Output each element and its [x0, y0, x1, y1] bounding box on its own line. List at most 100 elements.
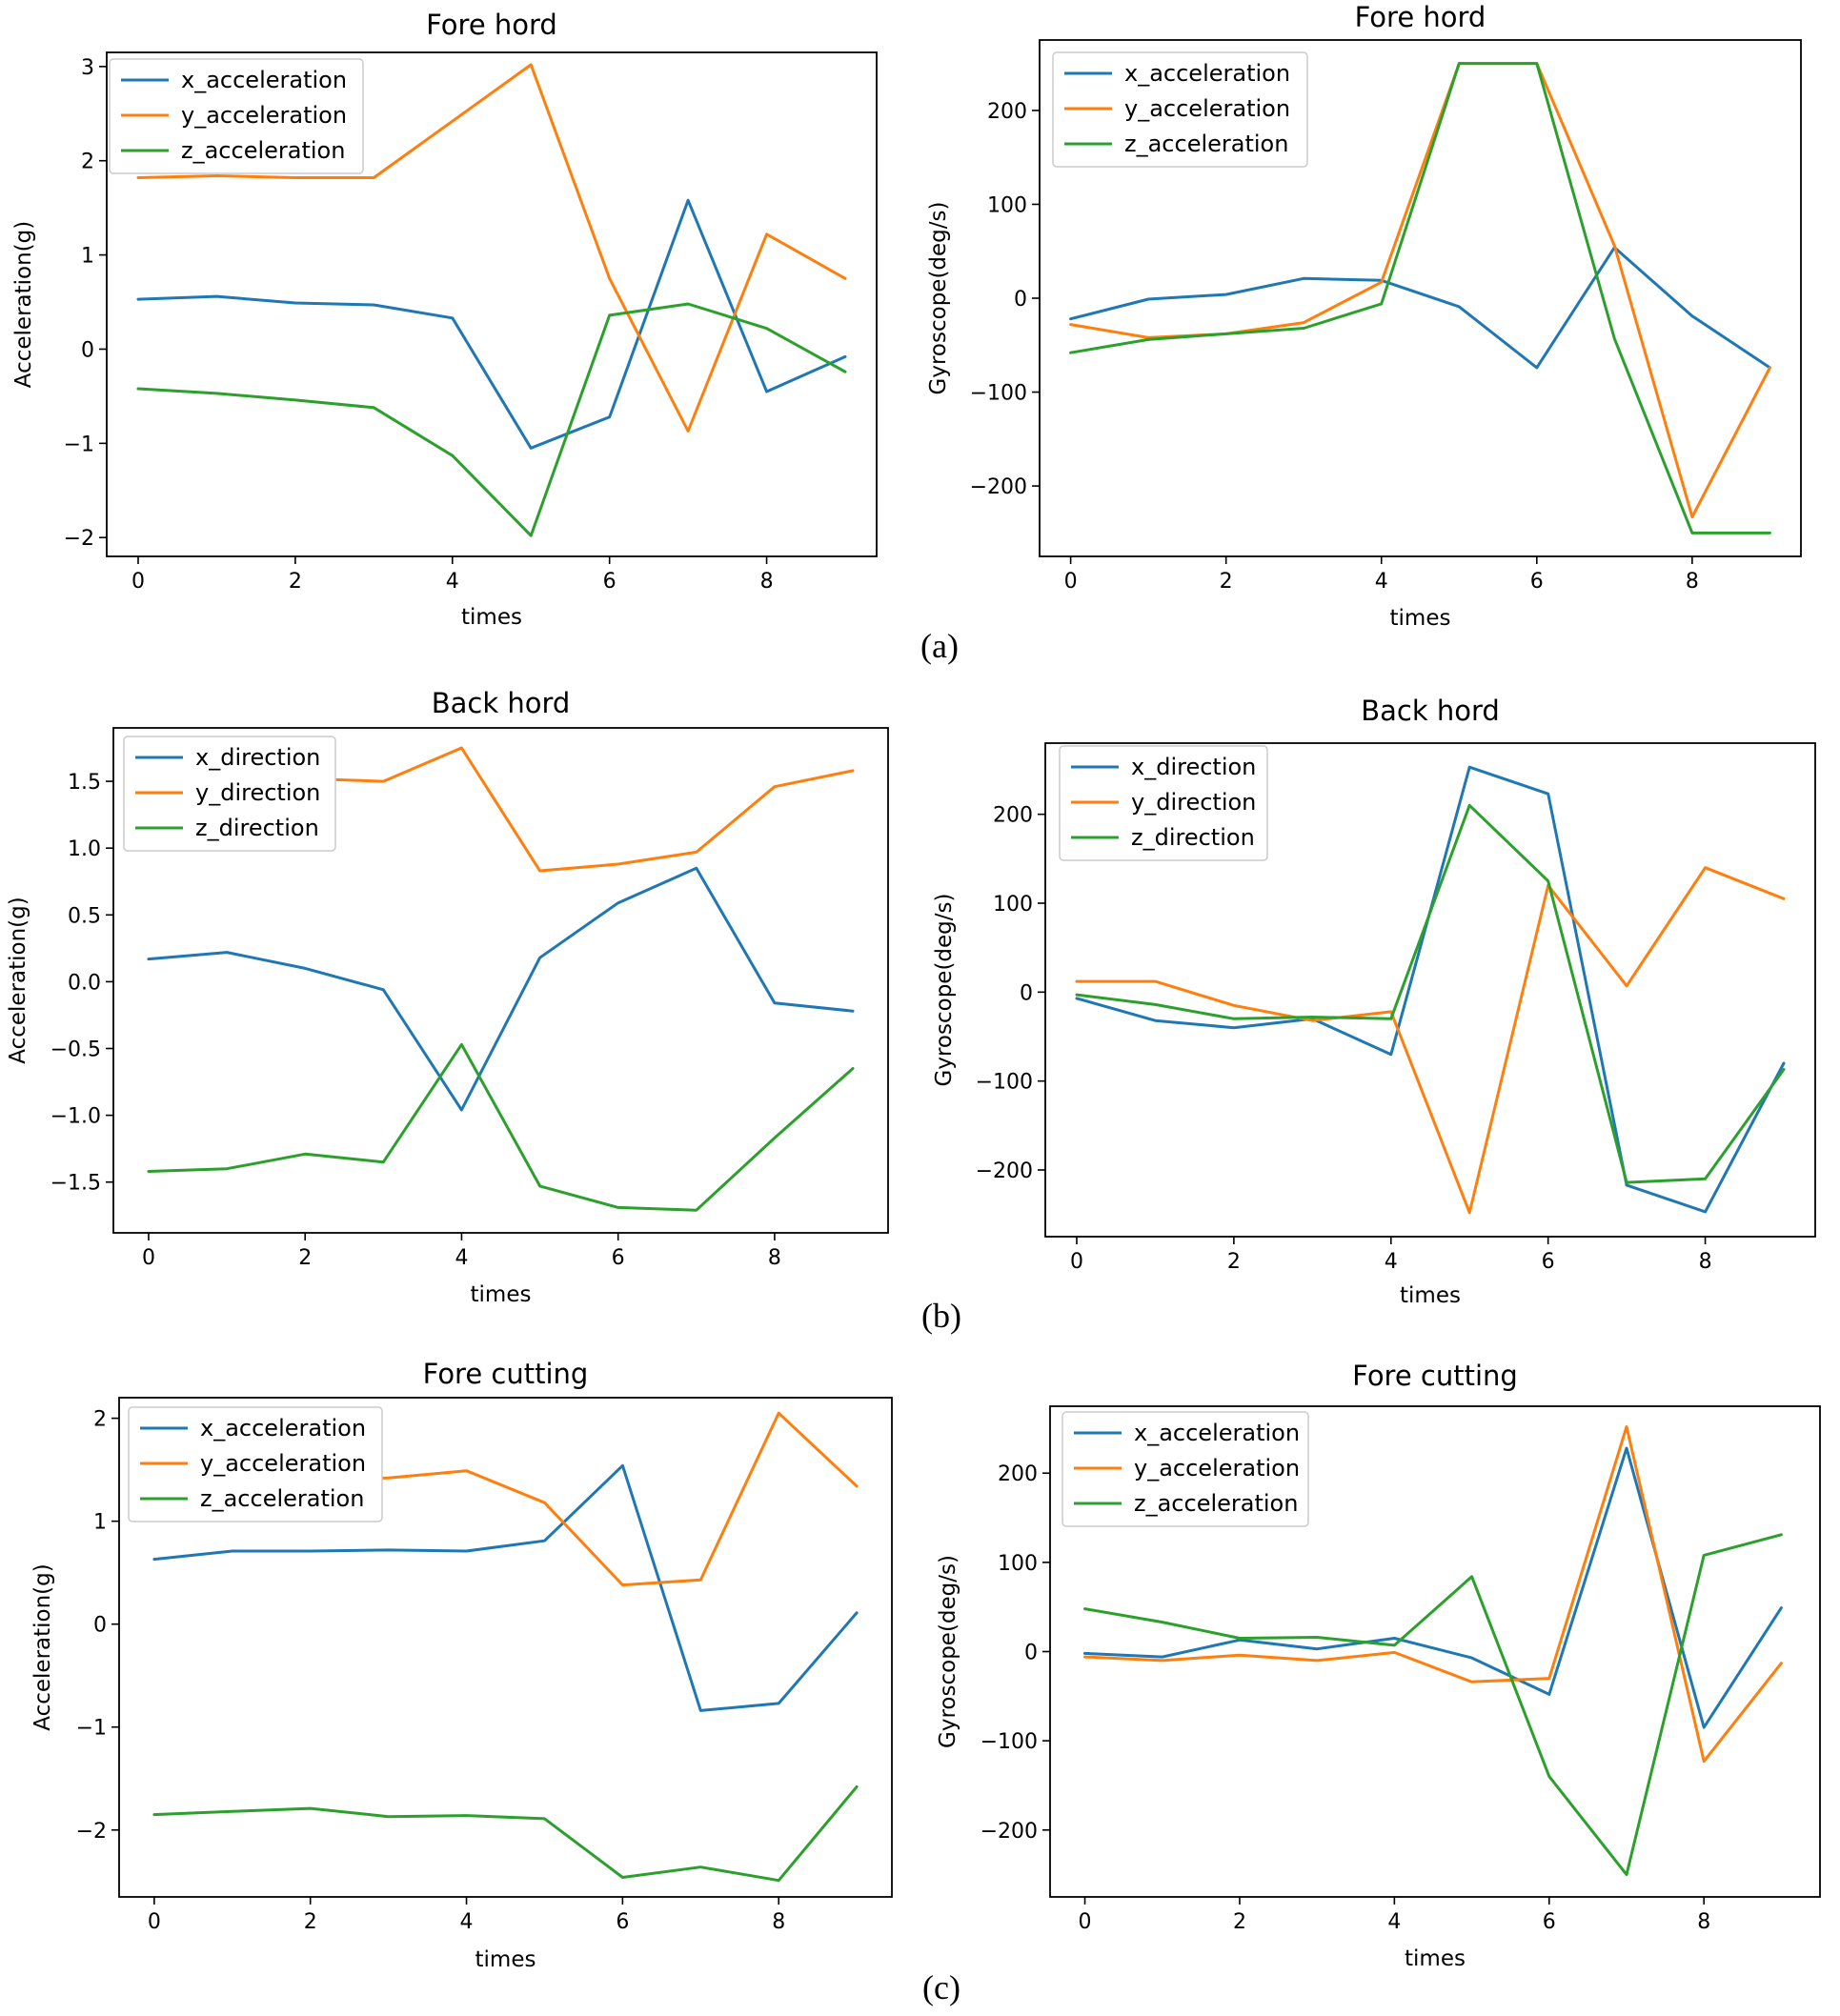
x-tick-label: 0	[148, 1910, 161, 1934]
series-line-x	[136, 198, 847, 450]
legend-label-z: z_direction	[1131, 824, 1255, 851]
x-tick-label: 8	[1699, 1250, 1712, 1274]
series-line-z	[136, 302, 847, 537]
legend: x_direction y_direction z_direction	[1059, 745, 1268, 861]
series-line-y	[1083, 1425, 1783, 1764]
y-tick-label: −1.0	[51, 1105, 101, 1129]
x-axis-label: times	[1400, 1283, 1461, 1308]
y-axis-label: Acceleration(g)	[30, 1563, 55, 1730]
chart-title: Fore cutting	[1352, 1360, 1518, 1392]
series-line-x	[152, 1463, 859, 1712]
y-tick-label: 0.5	[68, 904, 101, 928]
y-tick-label: 200	[993, 804, 1033, 828]
chart-6: 0 2 4 6 8 −200 −100 0 100 200 Fore cutting times Gyr…	[936, 1360, 1821, 1971]
legend-label-z: z_acceleration	[1134, 1490, 1298, 1517]
y-tick-label: 0.0	[68, 971, 101, 995]
legend-label-y: y_direction	[195, 779, 320, 806]
legend-box	[1059, 745, 1268, 861]
y-axis-label: Gyroscope(deg/s)	[936, 1555, 960, 1748]
legend-label-y: y_acceleration	[181, 102, 347, 129]
series-line-z	[1075, 803, 1786, 1184]
x-tick-label: 4	[446, 570, 459, 594]
x-tick-label: 4	[460, 1910, 474, 1934]
chart-title: Fore hord	[426, 9, 557, 41]
chart-5: 0 2 4 6 8 −2 −1 0 1 2 Fore cutting times Acceleratio…	[30, 1358, 893, 1972]
legend-label-x: x_acceleration	[181, 67, 347, 93]
x-tick-label: 6	[1530, 570, 1544, 594]
y-tick-label: 0	[81, 338, 94, 362]
legend-box	[128, 1406, 383, 1522]
y-tick-label: −100	[970, 382, 1027, 406]
legend-label-z: z_acceleration	[181, 137, 345, 164]
x-tick-label: 6	[616, 1910, 629, 1934]
chart-1: 0 2 4 6 8 −2 −1 0 1 2 3 Fore hord times Acceleration(…	[11, 9, 878, 630]
series-line-z	[152, 1784, 859, 1883]
x-tick-label: 0	[131, 570, 145, 594]
y-tick-label: −200	[970, 475, 1027, 499]
series-line-y	[1075, 866, 1786, 1215]
legend-label-z: z_acceleration	[1124, 131, 1288, 157]
y-tick-label: 200	[998, 1462, 1038, 1486]
legend: x_direction y_direction z_direction	[123, 736, 336, 852]
series-line-y	[136, 63, 847, 433]
x-tick-label: 0	[1079, 1910, 1092, 1934]
y-tick-label: −1	[76, 1717, 107, 1741]
legend-label-x: x_direction	[195, 744, 320, 771]
chart-title: Fore hord	[1355, 1, 1486, 33]
y-tick-label: 0	[1014, 288, 1027, 312]
y-tick-label: 0	[1024, 1642, 1038, 1665]
x-tick-label: 0	[1070, 1250, 1083, 1274]
x-tick-label: 8	[760, 570, 774, 594]
y-tick-label: 3	[81, 56, 94, 80]
panel-label-b: (b)	[921, 1297, 961, 1335]
legend-label-x: x_direction	[1131, 754, 1256, 780]
legend-label-y: y_acceleration	[1124, 95, 1290, 122]
x-tick-label: 2	[1233, 1910, 1246, 1934]
legend-box	[109, 58, 364, 174]
legend-label-z: z_direction	[195, 815, 319, 841]
y-axis-label: Gyroscope(deg/s)	[932, 894, 957, 1087]
x-tick-label: 8	[1697, 1910, 1710, 1934]
y-tick-label: 1.0	[68, 837, 101, 861]
y-tick-label: −200	[976, 1159, 1033, 1183]
y-tick-label: 2	[93, 1408, 107, 1432]
x-axis-label: times	[475, 1947, 536, 1972]
y-tick-label: −1.5	[51, 1172, 101, 1196]
y-tick-label: −100	[981, 1730, 1038, 1754]
chart-3: 0 2 4 6 8 −1.5 −1.0 −0.5 0.0 0.5 1.0 1.5 Back hord ti…	[6, 687, 889, 1307]
legend-box	[1062, 1411, 1309, 1527]
x-tick-label: 6	[1543, 1910, 1556, 1934]
y-tick-label: 1.5	[68, 771, 101, 795]
series-line-x	[147, 866, 855, 1112]
legend: x_acceleration y_acceleration z_accelerati…	[1062, 1411, 1309, 1527]
y-tick-label: 2	[81, 151, 94, 174]
y-tick-label: 100	[987, 193, 1027, 217]
x-tick-label: 2	[1227, 1250, 1241, 1274]
y-tick-label: 1	[81, 245, 94, 269]
x-tick-label: 0	[142, 1246, 155, 1270]
legend: x_acceleration y_acceleration z_accelerati…	[109, 58, 364, 174]
x-tick-label: 0	[1064, 570, 1078, 594]
y-tick-label: 0	[1020, 981, 1033, 1005]
y-tick-label: −1	[64, 433, 94, 456]
x-tick-label: 6	[1542, 1250, 1555, 1274]
y-tick-label: −2	[76, 1820, 107, 1844]
x-tick-label: 2	[1220, 570, 1233, 594]
x-tick-label: 2	[298, 1246, 312, 1270]
panel-label-c: (c)	[922, 1968, 960, 2006]
chart-title: Back hord	[432, 687, 571, 719]
y-axis-label: Acceleration(g)	[6, 897, 30, 1063]
x-axis-label: times	[471, 1282, 532, 1307]
y-tick-label: 200	[987, 100, 1027, 124]
chart-4: 0 2 4 6 8 −200 −100 0 100 200 Back hord times Gyrosc…	[932, 695, 1816, 1308]
legend-label-z: z_acceleration	[200, 1485, 364, 1512]
x-tick-label: 6	[603, 570, 617, 594]
x-tick-label: 8	[768, 1246, 781, 1270]
chart-title: Fore cutting	[423, 1358, 589, 1390]
x-axis-label: times	[1405, 1946, 1466, 1971]
x-tick-label: 2	[289, 570, 302, 594]
x-tick-label: 4	[1385, 1250, 1398, 1274]
y-tick-label: −0.5	[51, 1038, 101, 1062]
y-tick-label: −200	[981, 1820, 1038, 1844]
